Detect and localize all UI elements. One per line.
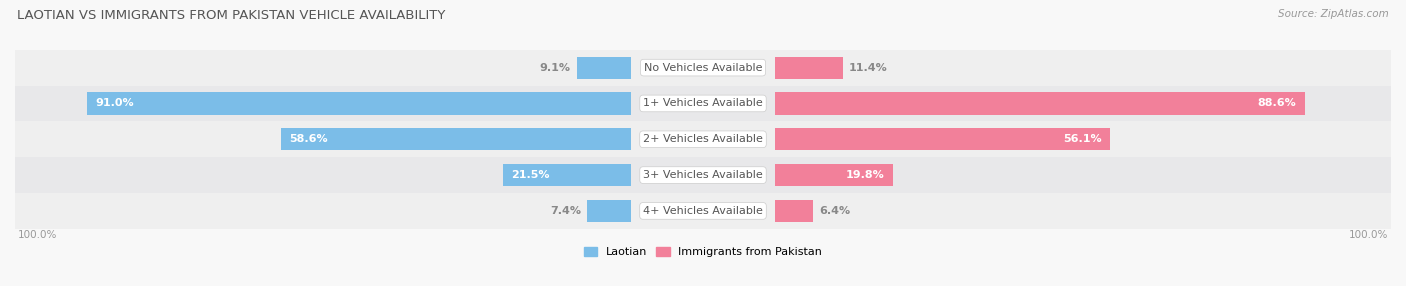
Bar [586, 200, 631, 222]
Bar [775, 92, 1305, 115]
Text: 58.6%: 58.6% [290, 134, 328, 144]
Bar [775, 164, 893, 186]
Text: 56.1%: 56.1% [1063, 134, 1101, 144]
Text: No Vehicles Available: No Vehicles Available [644, 63, 762, 73]
Text: LAOTIAN VS IMMIGRANTS FROM PAKISTAN VEHICLE AVAILABILITY: LAOTIAN VS IMMIGRANTS FROM PAKISTAN VEHI… [17, 9, 446, 21]
Bar [281, 128, 631, 150]
Text: 4+ Vehicles Available: 4+ Vehicles Available [643, 206, 763, 216]
Text: 19.8%: 19.8% [845, 170, 884, 180]
Text: 11.4%: 11.4% [849, 63, 887, 73]
Bar [0, 193, 1406, 229]
Legend: Laotian, Immigrants from Pakistan: Laotian, Immigrants from Pakistan [579, 243, 827, 262]
Bar [775, 57, 844, 79]
Bar [775, 128, 1111, 150]
Text: 3+ Vehicles Available: 3+ Vehicles Available [643, 170, 763, 180]
Text: 91.0%: 91.0% [96, 98, 135, 108]
Bar [87, 92, 631, 115]
Text: 7.4%: 7.4% [550, 206, 581, 216]
Text: 88.6%: 88.6% [1257, 98, 1296, 108]
Bar [502, 164, 631, 186]
Bar [775, 200, 813, 222]
Text: 1+ Vehicles Available: 1+ Vehicles Available [643, 98, 763, 108]
Bar [0, 86, 1406, 121]
Text: 6.4%: 6.4% [820, 206, 851, 216]
Text: Source: ZipAtlas.com: Source: ZipAtlas.com [1278, 9, 1389, 19]
Text: 2+ Vehicles Available: 2+ Vehicles Available [643, 134, 763, 144]
Bar [576, 57, 631, 79]
Text: 100.0%: 100.0% [18, 230, 58, 240]
Bar [0, 157, 1406, 193]
Bar [0, 50, 1406, 86]
Text: 21.5%: 21.5% [512, 170, 550, 180]
Bar [0, 121, 1406, 157]
Text: 9.1%: 9.1% [540, 63, 571, 73]
Text: 100.0%: 100.0% [1348, 230, 1388, 240]
